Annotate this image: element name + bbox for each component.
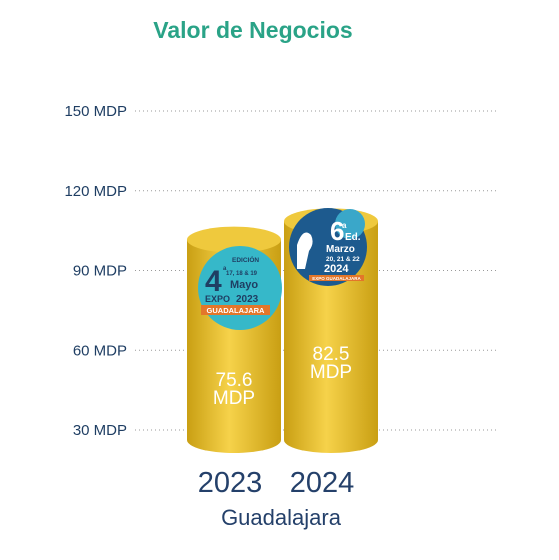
badge-line: EXPO GUADALAJARA: [312, 276, 361, 281]
badge-accent: [335, 209, 365, 239]
chart-subtitle: Guadalajara: [221, 505, 342, 530]
badge-line: EXPO: [205, 294, 230, 304]
statue-icon: [297, 232, 313, 269]
value-label: 75.6: [216, 370, 253, 391]
y-tick-label: 150 MDP: [64, 103, 127, 120]
y-axis-ticks: 30 MDP 60 MDP 90 MDP 120 MDP 150 MDP: [64, 103, 127, 439]
y-tick-label: 60 MDP: [73, 342, 127, 359]
x-category-label: 2024: [290, 467, 355, 499]
badge-line: GUADALAJARA: [207, 306, 266, 315]
value-label: 82.5: [313, 344, 350, 365]
badge-superscript: a: [342, 221, 347, 230]
badge-line: Marzo: [326, 244, 355, 255]
badge-line: Mayo: [230, 279, 258, 291]
badge-band: [309, 275, 364, 281]
y-tick-label: 120 MDP: [64, 183, 127, 200]
badge-line: 2024: [324, 263, 349, 275]
badge-line: Ed.: [345, 232, 361, 243]
edition-badge-2024: 6 a Ed. Marzo 20, 21 & 22 2024 EXPO GUAD…: [289, 208, 367, 286]
chart-title: Valor de Negocios: [153, 17, 352, 43]
badge-line: EDICIÓN: [232, 255, 259, 264]
badge-line: 2023: [236, 294, 259, 305]
badge-number: 4: [205, 265, 222, 298]
x-axis-categories: 2023 2024: [198, 467, 355, 499]
badge-line: 20, 21 & 22: [326, 256, 360, 263]
badge-line: 17, 18 & 19: [226, 271, 258, 277]
value-unit: MDP: [310, 362, 352, 383]
badge-band: [201, 305, 270, 315]
edition-badge-2023: 4 a EDICIÓN 17, 18 & 19 Mayo EXPO 2023 G…: [198, 246, 282, 330]
y-tick-label: 90 MDP: [73, 263, 127, 280]
badge-superscript: a: [223, 266, 227, 272]
value-unit: MDP: [213, 388, 255, 409]
x-category-label: 2023: [198, 467, 263, 499]
bar-top: [187, 226, 281, 253]
y-tick-label: 30 MDP: [73, 422, 127, 439]
badge-number: 6: [330, 216, 344, 246]
